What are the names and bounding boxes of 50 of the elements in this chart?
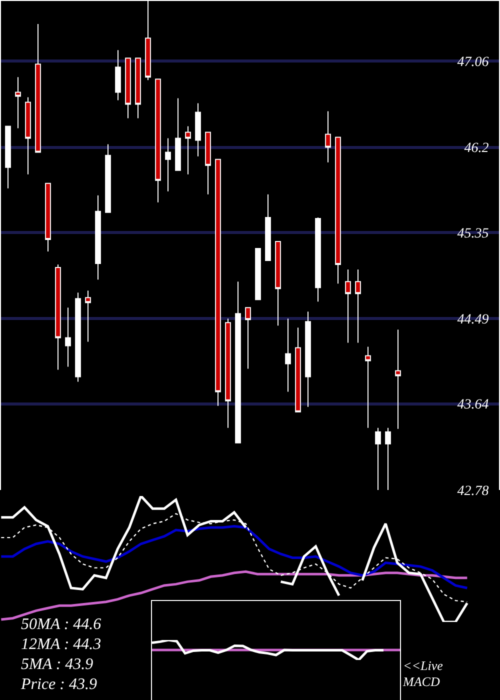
candlestick	[195, 102, 201, 157]
candlestick	[255, 248, 261, 300]
candlestick	[165, 138, 171, 192]
y-tick-label: 42.78	[457, 484, 489, 499]
candlestick	[355, 269, 361, 344]
candlestick	[95, 194, 101, 280]
candlestick	[65, 307, 71, 368]
candlestick	[115, 50, 121, 101]
candlestick	[325, 110, 331, 163]
candlestick	[365, 346, 371, 428]
candlestick	[215, 158, 221, 406]
candlestick	[45, 182, 51, 252]
candlestick	[155, 78, 161, 203]
candlestick	[345, 269, 351, 344]
y-tick-label: 43.64	[457, 398, 489, 413]
candlestick	[395, 329, 401, 430]
annotation: 50MA : 44.6	[21, 615, 102, 634]
candlestick	[275, 240, 281, 326]
y-tick-label: 44.49	[457, 312, 489, 328]
candlestick	[305, 311, 311, 408]
candlestick	[25, 96, 31, 175]
candlestick	[285, 318, 291, 392]
y-tick-label: 46.2	[464, 141, 489, 156]
candlestick	[15, 76, 21, 129]
text: Price : 43.9	[21, 675, 97, 694]
text: 12MA : 44.3	[21, 635, 102, 654]
candlestick	[125, 58, 131, 119]
text: 5MA : 43.9	[21, 655, 94, 674]
candlestick	[185, 126, 191, 175]
candlestick	[35, 24, 41, 153]
candlestick	[385, 427, 391, 490]
candlestick	[315, 216, 321, 302]
candlestick	[205, 132, 211, 195]
candlestick	[105, 144, 111, 213]
candlestick	[55, 264, 61, 370]
candlestick	[335, 136, 341, 284]
candlestick	[235, 281, 241, 444]
candlestick	[175, 98, 181, 171]
candlestick	[295, 327, 301, 412]
y-tick-label: 45.35	[457, 226, 489, 242]
candlestick	[5, 126, 11, 189]
candlestick	[75, 292, 81, 382]
text: <<Live MACD	[403, 658, 443, 690]
candlestick	[265, 194, 271, 262]
candlestick	[135, 58, 141, 119]
candlestick	[85, 290, 91, 342]
candlestick	[245, 307, 251, 370]
candlestick	[375, 427, 381, 490]
y-tick-label: 47.06	[457, 55, 489, 70]
candlestick	[225, 318, 231, 428]
